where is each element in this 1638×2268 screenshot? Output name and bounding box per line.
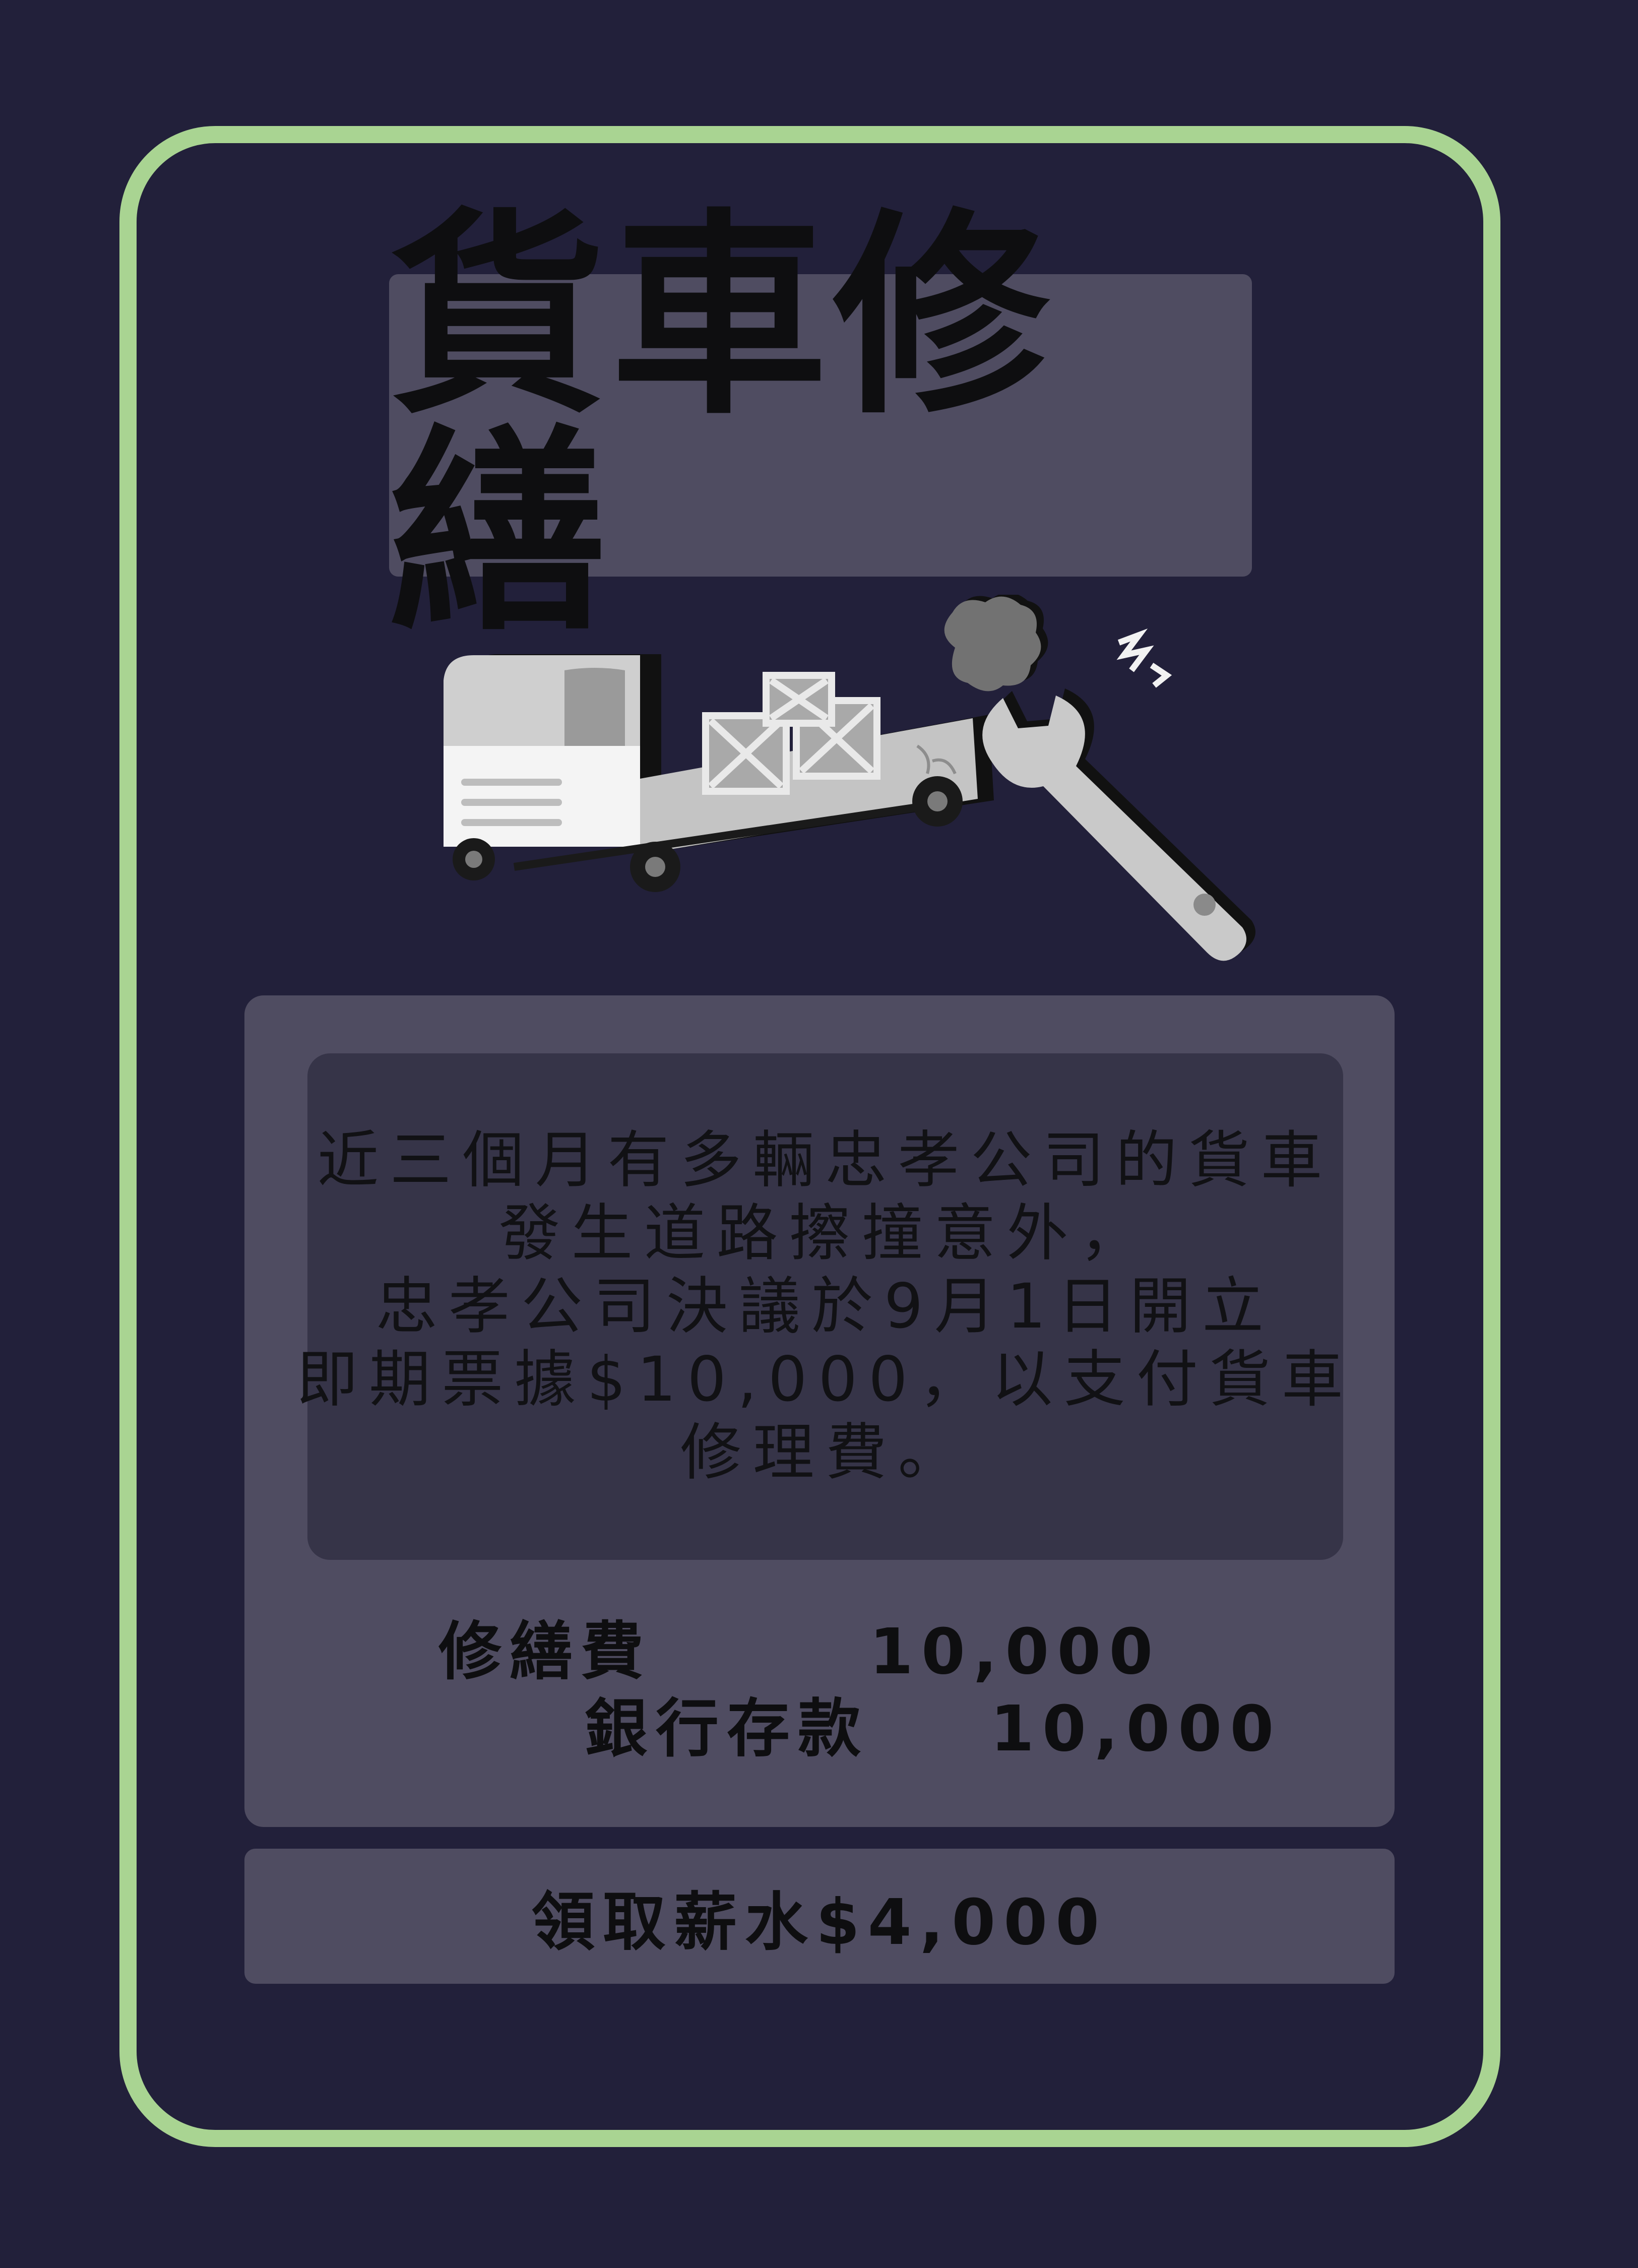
smoke-icon [944, 595, 1048, 691]
story-line: 近三個月有多輛忠孝公司的貨車 [317, 1124, 1334, 1196]
story-line: 忠孝公司決議於9月1日開立 [375, 1271, 1275, 1342]
journal-debit-amount: 10,000 [869, 1615, 1161, 1688]
story-box: 近三個月有多輛忠孝公司的貨車 發生道路擦撞意外， 忠孝公司決議於9月1日開立 即… [296, 1053, 1343, 1560]
salary-bar: 領取薪水$4,000 [244, 1849, 1395, 1984]
cargo-crate-icon [702, 672, 880, 795]
wrench-icon [982, 688, 1255, 961]
journal-credit-amount: 10,000 [990, 1692, 1282, 1766]
truck-icon [444, 654, 994, 892]
truck-repair-illustration [444, 595, 1255, 961]
story-line: 發生道路擦撞意外， [498, 1198, 1152, 1269]
story-line: 即期票據$10,000，以支付貨車 [296, 1344, 1354, 1415]
journal-debit-account: 修繕費 [438, 1615, 652, 1688]
title-box: 貨車修繕 [389, 209, 1252, 642]
salary-text: 領取薪水$4,000 [531, 1885, 1108, 1959]
card-frame [119, 126, 1500, 2147]
spark-icon [1116, 628, 1172, 688]
story-line: 修理費。 [680, 1417, 971, 1488]
card-title: 貨車修繕 [389, 191, 1054, 660]
journal-credit-account: 銀行存款 [585, 1692, 869, 1766]
